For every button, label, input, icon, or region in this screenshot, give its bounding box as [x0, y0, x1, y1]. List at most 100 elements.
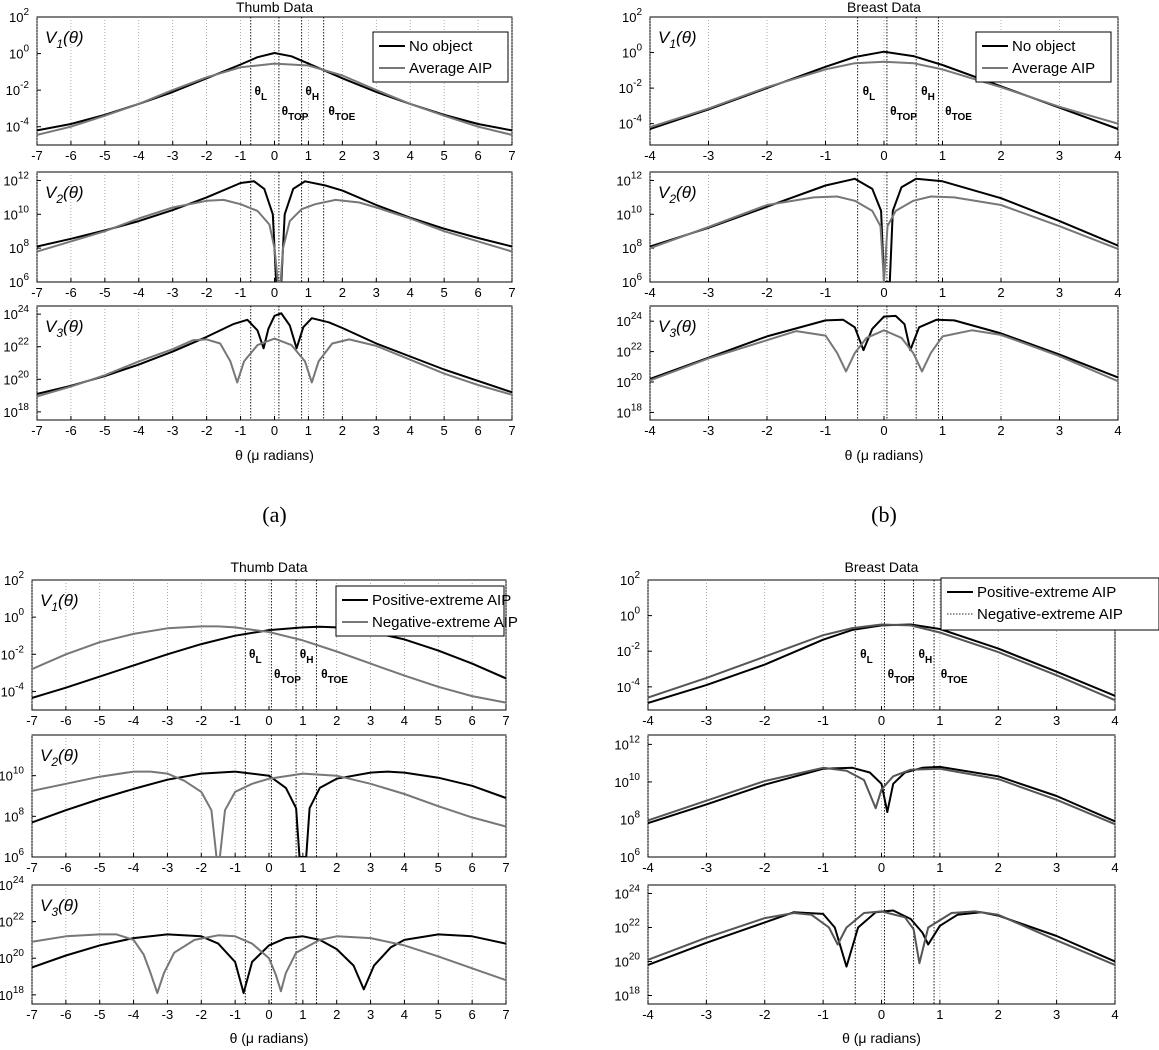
y-tick-exponent: 22 — [631, 342, 643, 353]
y-tick-label: 106 — [9, 272, 29, 290]
ylabel-arg: (θ) — [58, 591, 79, 610]
x-tick-label: -4 — [128, 1007, 140, 1022]
theta-subscript: TOE — [328, 675, 349, 686]
y-tick-label: 108 — [620, 809, 640, 827]
y-tick-label: 1018 — [616, 402, 642, 420]
x-tick-label: 4 — [401, 1007, 408, 1022]
x-tick-label: 3 — [1056, 148, 1063, 163]
x-tick-label: 4 — [1111, 860, 1118, 875]
x-tick-label: 1 — [299, 860, 306, 875]
x-tick-label: 2 — [333, 1007, 340, 1022]
x-tick-label: 1 — [939, 148, 946, 163]
panel-ylabel: V3(θ) — [45, 317, 84, 340]
x-tick-label: -3 — [701, 860, 713, 875]
x-tick-label: -3 — [167, 285, 179, 300]
x-tick-label: 5 — [435, 1007, 442, 1022]
x-tick-label: -4 — [133, 285, 145, 300]
x-tick-label: 1 — [936, 713, 943, 728]
x-tick-label: -7 — [26, 713, 38, 728]
series-line-2 — [650, 329, 1118, 383]
x-axis-label: θ (μ radians) — [842, 1030, 921, 1046]
x-tick-label: 5 — [441, 148, 448, 163]
x-tick-label: 2 — [333, 713, 340, 728]
y-tick-label: 1010 — [0, 766, 24, 784]
subfigure-label: (b) — [871, 502, 897, 527]
y-tick-label: 1018 — [614, 986, 640, 1004]
x-tick-label: 2 — [333, 860, 340, 875]
x-tick-label: 0 — [271, 285, 278, 300]
x-tick-label: -7 — [31, 423, 43, 438]
y-tick-label: 10-2 — [6, 80, 30, 98]
panel-1: -4 -3 -2 -1 0 1 2 3 410-410-2100102V1(θ)θLθTOPθH… — [619, 7, 1122, 163]
y-tick-label: 1012 — [614, 734, 640, 752]
y-tick-exponent: 10 — [13, 766, 25, 777]
y-tick-exponent: 18 — [631, 402, 643, 413]
x-tick-label: -6 — [60, 860, 72, 875]
x-tick-label: -6 — [60, 1007, 72, 1022]
x-tick-label: 6 — [474, 148, 481, 163]
y-tick-label: 10-4 — [1, 681, 25, 699]
x-tick-label: -5 — [94, 713, 106, 728]
x-tick-label: 6 — [474, 423, 481, 438]
y-tick-exponent: 8 — [636, 238, 642, 249]
x-tick-label: -3 — [703, 423, 715, 438]
panel-ylabel: V1(θ) — [45, 28, 84, 51]
x-tick-label: 7 — [502, 713, 509, 728]
x-tick-label: 4 — [407, 423, 414, 438]
x-tick-label: 0 — [878, 1007, 885, 1022]
y-tick-label: 1024 — [614, 884, 640, 902]
legend-box — [335, 585, 505, 637]
x-tick-label: 6 — [469, 713, 476, 728]
y-tick-label: 100 — [4, 607, 24, 625]
chart-2: Breast Data-4 -3 -2 -1 0 1 2 3 410-410-2100102V1… — [616, 0, 1121, 527]
y-tick-label: 1010 — [616, 204, 642, 222]
y-tick-label: 1020 — [0, 948, 24, 966]
x-tick-label: 2 — [995, 713, 1002, 728]
x-tick-label: -6 — [65, 148, 77, 163]
x-tick-label: 7 — [508, 148, 515, 163]
series-line-1 — [37, 180, 512, 282]
series-line-2 — [37, 62, 512, 136]
legend: Positive-extreme AIP Negative-extreme AIP — [940, 577, 1159, 631]
theta-subscript: L — [261, 92, 267, 103]
y-tick-exponent: -2 — [631, 641, 640, 652]
x-tick-label: -4 — [642, 1007, 654, 1022]
x-tick-label: 1 — [939, 423, 946, 438]
series-line-2 — [648, 910, 1115, 966]
x-tick-label: -3 — [162, 860, 174, 875]
y-tick-label: 100 — [622, 43, 642, 61]
x-tick-label: 5 — [435, 860, 442, 875]
ylabel-subscript: 3 — [669, 326, 676, 340]
y-tick-exponent: 20 — [629, 952, 641, 963]
x-tick-label: 1 — [299, 1007, 306, 1022]
legend-label-1: Positive-extreme AIP — [372, 592, 511, 609]
y-tick-exponent: 2 — [18, 570, 24, 581]
x-tick-label: 0 — [880, 423, 887, 438]
panel-3: -4 -3 -2 -1 0 1 2 3 4 1018 1020 1022 1024 V3(θ) — [616, 305, 1122, 438]
x-tick-label: -2 — [759, 860, 771, 875]
x-tick-label: 4 — [407, 285, 414, 300]
y-tick-label: 102 — [620, 570, 640, 588]
y-tick-exponent: 22 — [629, 918, 641, 929]
y-tick-label: 100 — [9, 44, 29, 62]
x-tick-label: -7 — [31, 285, 43, 300]
y-tick-label: 10-2 — [619, 78, 643, 96]
y-tick-label: 1012 — [616, 170, 642, 188]
x-tick-label: -1 — [229, 1007, 241, 1022]
y-tick-label: 106 — [4, 847, 24, 865]
x-tick-label: -6 — [65, 423, 77, 438]
x-tick-label: 0 — [878, 713, 885, 728]
panel-3: -4 -3 -2 -1 0 1 2 3 4 1018 1020 1022 1024 — [614, 884, 1118, 1023]
x-tick-label: 7 — [508, 423, 515, 438]
theta-subscript: TOE — [952, 112, 973, 123]
y-tick-label: 100 — [620, 606, 640, 624]
x-tick-label: 2 — [997, 285, 1004, 300]
x-tick-label: -3 — [167, 423, 179, 438]
y-tick-label: 1012 — [3, 170, 29, 188]
x-tick-label: 0 — [878, 860, 885, 875]
x-tick-label: 7 — [508, 285, 515, 300]
x-tick-label: -3 — [167, 148, 179, 163]
y-tick-label: 1022 — [614, 918, 640, 936]
chart-title: Thumb Data — [230, 559, 307, 575]
